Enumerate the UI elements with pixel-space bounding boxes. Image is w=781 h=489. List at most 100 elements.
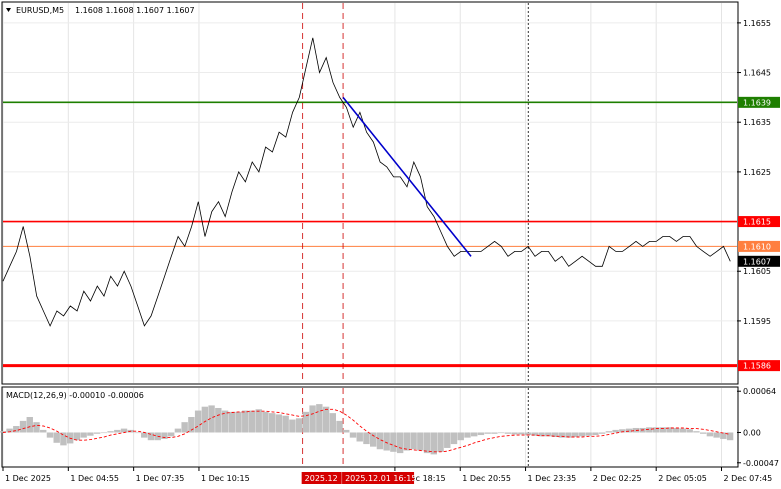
macd-bar (114, 429, 121, 433)
macd-bar (343, 429, 350, 433)
macd-bar (430, 432, 438, 455)
price-levels (3, 101, 737, 368)
macd-bar (558, 432, 565, 438)
price-tick-label: 1.1605 (743, 267, 771, 276)
time-label: 1 Dec 23:35 (528, 474, 577, 483)
macd-bar (309, 405, 316, 433)
macd-bar (450, 432, 458, 445)
macd-bar (349, 432, 357, 438)
macd-bar (673, 427, 680, 433)
macd-bar (619, 429, 626, 433)
macd-bar (612, 429, 619, 433)
macd-grid (2, 388, 723, 466)
time-highlight-label: 2025.12.01 16:15 (345, 474, 416, 483)
macd-bar (524, 432, 532, 436)
macd-bar (538, 432, 545, 437)
macd-bar (578, 432, 586, 437)
macd-bar (40, 429, 47, 433)
macd-bar (699, 432, 707, 434)
macd-bar (167, 432, 175, 437)
macd-bar (181, 422, 188, 433)
macd-bar (60, 432, 67, 446)
time-label: 1 Dec 2025 (5, 474, 51, 483)
macd-bar (13, 426, 20, 433)
macd-bar (6, 428, 13, 433)
level-tags: 1.1639 1.1615 1.1610 1.1586 1.1607 (738, 96, 780, 372)
macd-bar (262, 411, 269, 433)
price-tick-label: 1.1625 (743, 168, 771, 177)
macd-bar (531, 432, 539, 436)
macd-bar (0, 431, 7, 433)
macd-bar (174, 428, 182, 433)
level-tag-label: 1.1615 (743, 218, 771, 227)
macd-bar (464, 432, 471, 438)
macd-bar (370, 432, 377, 447)
macd-bar (188, 417, 195, 433)
macd-bar (73, 432, 81, 441)
macd-bar (53, 432, 60, 443)
macd-bar (491, 432, 498, 434)
macd-bar (248, 410, 256, 433)
macd-bar (295, 418, 303, 433)
macd-bar (706, 432, 714, 437)
time-label: 2 Dec 07:45 (724, 474, 773, 483)
macd-tick-label: -0.00047 (743, 459, 779, 468)
macd-bar (659, 427, 666, 433)
macd-bar (228, 411, 235, 433)
macd-bar (201, 406, 209, 433)
macd-bar (194, 410, 202, 433)
time-highlight-tag (301, 472, 342, 484)
macd-bar (282, 415, 289, 433)
macd-bar (720, 432, 727, 439)
macd-bar (26, 417, 33, 433)
macd-bar (161, 432, 168, 439)
macd-bar (255, 409, 262, 433)
triangle-down-icon[interactable] (6, 8, 11, 12)
macd-bar (457, 432, 464, 441)
macd-bar (545, 432, 552, 437)
time-label: 1 Dec 04:55 (70, 474, 119, 483)
macd-bar (107, 431, 114, 433)
macd-bar (356, 432, 363, 442)
macd-bar (329, 413, 336, 433)
level-tag-level-1610 (738, 240, 780, 252)
macd-bar (19, 420, 27, 433)
time-label: 1 Dec 20:55 (462, 474, 511, 483)
trend-line[interactable] (342, 96, 472, 257)
macd-bar (679, 428, 687, 433)
macd-frame (1, 386, 739, 468)
macd-bar (437, 432, 444, 452)
level-tag-label: 1.1607 (743, 257, 771, 266)
time-label: 2 Dec 05:05 (658, 474, 707, 483)
macd-bar (215, 407, 222, 433)
macd-bar (551, 432, 559, 437)
level-tag-resistance (738, 96, 780, 108)
macd-bar (477, 432, 485, 436)
macd-bar (646, 427, 653, 433)
macd-bar (235, 411, 242, 433)
macd-bar (652, 427, 660, 433)
macd-bar (242, 410, 249, 433)
level-tag-label: 1.1610 (743, 242, 771, 251)
macd-bar (423, 432, 431, 454)
macd-bar (80, 432, 87, 438)
price-axis: 1.1655 1.1645 1.1635 1.1625 1.1605 1.1595 (737, 19, 771, 326)
macd-title: MACD(12,26,9) -0.00010 -0.00006 (6, 391, 144, 400)
price-line (2, 37, 731, 327)
macd-bar (713, 432, 720, 438)
price-tick-label: 1.1635 (743, 118, 771, 127)
macd-tick-label: 0.00 (743, 428, 761, 437)
time-highlight-label: 2025.12 (305, 474, 338, 483)
level-tag-level-1615 (738, 216, 780, 228)
macd-bar (585, 432, 592, 436)
macd-bar (208, 405, 215, 433)
macd-bar (632, 427, 640, 433)
macd-bar (484, 432, 491, 434)
macd-bar (726, 432, 734, 441)
macd-bar (134, 432, 141, 434)
macd-bar (336, 420, 343, 433)
ohlc-values: 1.1608 1.1608 1.1607 1.1607 (75, 6, 195, 15)
macd-signal-line (2, 408, 731, 453)
time-highlight-tag (342, 472, 415, 484)
